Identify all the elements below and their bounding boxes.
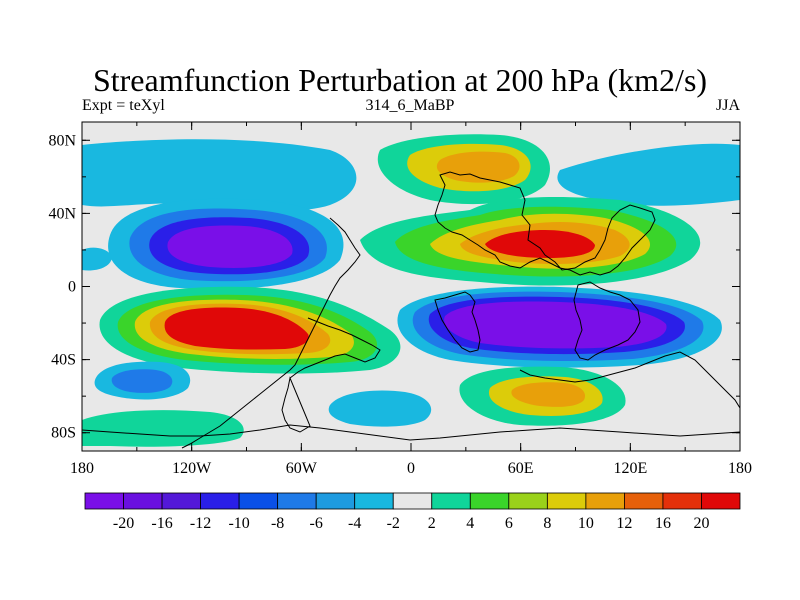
y-tick-label: 80N (48, 132, 76, 149)
s-pacific-positive-core (164, 307, 309, 350)
southern-ocean-negative (328, 390, 432, 427)
colorbar-swatch (238, 492, 279, 510)
coastline-antarctic-peninsula (281, 376, 311, 433)
colorbar-label: -20 (113, 515, 134, 532)
coastline-africa-eurasia (434, 171, 656, 276)
y-tick-label: 0 (68, 279, 76, 296)
x-tick-label: 120W (172, 460, 212, 477)
coastline-east-antarctica (519, 351, 740, 409)
y-tick-label: 40N (48, 205, 76, 222)
colorbar-label: -16 (151, 515, 172, 532)
colorbar (84, 492, 741, 510)
x-tick-label: 120E (613, 460, 647, 477)
colorbar-swatch (624, 492, 664, 510)
colorbar-label: 20 (693, 515, 709, 532)
colorbar-swatch (123, 492, 163, 510)
x-tick-label: 60W (286, 460, 318, 477)
colorbar-swatch (277, 492, 317, 510)
colorbar-swatch (662, 492, 702, 510)
coastlines (82, 171, 740, 449)
n-america-negative-core (167, 225, 293, 268)
colorbar-labels: -20 -16 -12 -10 -8 -6 -4 -2 2 4 6 8 10 12 16 20 (113, 515, 710, 532)
x-tick-label: 60E (508, 460, 534, 477)
colorbar-swatch (84, 492, 124, 510)
y-axis-labels: 80N 40N 0 40S 80S (48, 132, 76, 441)
colorbar-label: 6 (505, 515, 513, 532)
tropical-atlantic-negative (82, 247, 112, 271)
colorbar-swatch (392, 492, 433, 510)
north-negative-band-east (557, 143, 740, 206)
x-tick-label: 0 (407, 460, 415, 477)
colorbar-label: -6 (310, 515, 323, 532)
colorbar-label: -8 (271, 515, 284, 532)
colorbar-swatch (200, 492, 240, 510)
colorbar-label: 10 (578, 515, 594, 532)
colorbar-label: -4 (348, 515, 361, 532)
y-tick-label: 40S (51, 352, 76, 369)
season-label: JJA (715, 97, 740, 114)
colorbar-swatch (469, 492, 510, 510)
map-field (82, 122, 740, 451)
colorbar-swatch (161, 492, 201, 510)
coastline-americas (181, 217, 361, 449)
colorbar-label: -10 (228, 515, 249, 532)
x-tick-label: 180 (70, 460, 94, 477)
coastline-australia (573, 281, 641, 361)
s-indian-negative-core (444, 301, 667, 349)
colorbar-label: 16 (655, 515, 671, 532)
time-period-label: 314_6_MaBP (365, 97, 455, 114)
colorbar-label: 12 (616, 515, 632, 532)
tropical-pacific-negative-core (111, 369, 173, 393)
colorbar-label: -2 (387, 515, 400, 532)
axis-ticks (81, 122, 741, 451)
y-tick-label: 80S (51, 425, 76, 442)
colorbar-label: 2 (428, 515, 436, 532)
colorbar-swatch (585, 492, 625, 510)
colorbar-swatch (508, 492, 548, 510)
southern-ocean-positive-orange (511, 382, 586, 407)
colorbar-swatch (354, 492, 394, 510)
eurasia-positive-core (485, 230, 595, 258)
siberia-positive-core (436, 151, 520, 183)
coastline-antarctica (82, 424, 740, 441)
north-negative-band (82, 139, 357, 211)
colorbar-label: 8 (543, 515, 551, 532)
colorbar-swatch (701, 492, 741, 510)
colorbar-swatch (546, 492, 587, 510)
colorbar-swatch (431, 492, 471, 510)
plot-title: Streamfunction Perturbation at 200 hPa (… (92, 62, 708, 98)
x-tick-label: 180 (728, 460, 752, 477)
colorbar-label: -12 (190, 515, 211, 532)
coastline-africa-south (434, 291, 481, 353)
pacific-positive-weak (82, 410, 244, 447)
coastline-south-america (289, 317, 381, 379)
experiment-label: Expt = teXyl (82, 97, 165, 114)
colorbar-swatch (315, 492, 356, 510)
colorbar-label: 4 (466, 515, 474, 532)
x-axis-labels: 180 120W 60W 0 60E 120E 180 (70, 460, 752, 477)
